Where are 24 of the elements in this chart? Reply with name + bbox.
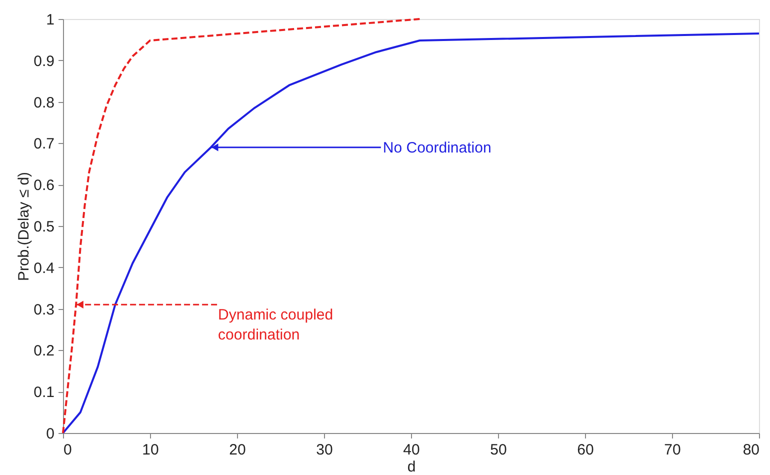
y-tick-label: 0.9 (34, 52, 54, 70)
y-tick-label: 0.4 (34, 260, 54, 277)
annotation: No Coordination (382, 139, 492, 156)
annotation: Dynamic coupled coordination (218, 306, 334, 344)
y-tick-label: 0.1 (34, 384, 54, 402)
x-axis-title: d (407, 458, 416, 475)
y-tick-label: 0 (46, 426, 54, 442)
y-tick-label: 0.5 (34, 218, 54, 236)
x-tick-label: 50 (490, 442, 507, 458)
x-tick-label: 10 (142, 442, 159, 458)
x-tick-label: 60 (577, 442, 594, 458)
y-tick-label: 0.7 (34, 136, 54, 153)
y-axis-title: Prob.(Delay ≤ d) (16, 172, 33, 282)
y-tick-label: 0.3 (34, 301, 54, 318)
y-tick-label: 1 (46, 12, 54, 28)
x-tick-label: 0 (64, 442, 72, 458)
x-tick-label: 20 (229, 442, 246, 458)
x-tick-label: 40 (403, 442, 420, 458)
y-tick-label: 0.6 (34, 177, 54, 194)
x-tick-label: 30 (316, 442, 333, 458)
x-tick-label: 80 (742, 442, 760, 458)
y-tick-label: 0.8 (34, 94, 54, 112)
x-tick-label: 70 (664, 442, 681, 458)
y-tick-label: 0.2 (34, 342, 54, 360)
